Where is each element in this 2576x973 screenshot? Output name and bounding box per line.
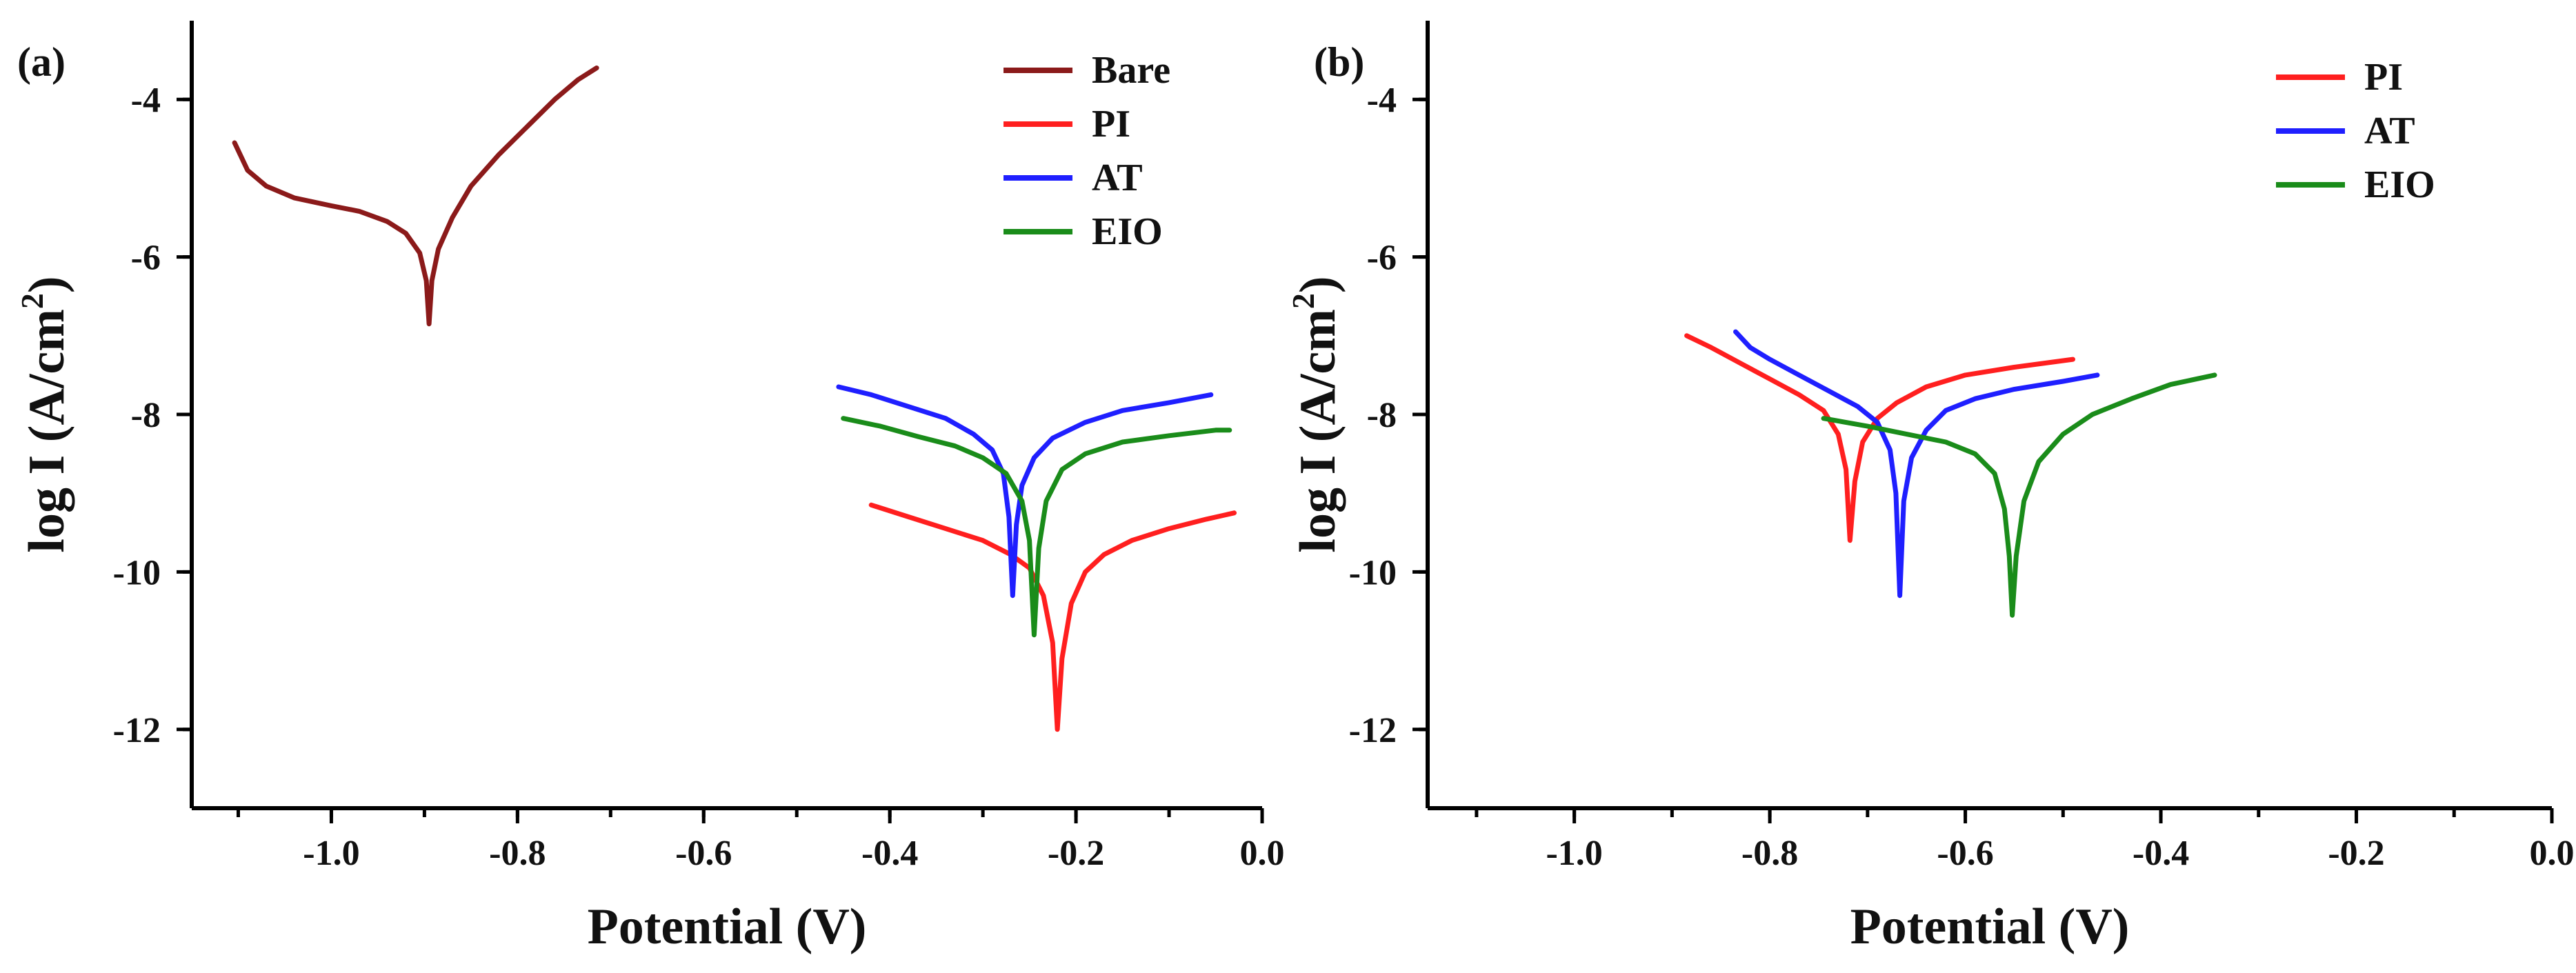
y-tick-label: -8 [1367,396,1397,435]
x-tick-label: -0.4 [861,834,918,873]
y-tick-label: -12 [1349,711,1397,750]
x-tick-label: -1.0 [303,834,359,873]
legend-label: EIO [1092,210,1163,253]
y-axis-title: log I (A/cm2) [1286,276,1346,552]
legend-label: EIO [2364,163,2435,206]
series-line-bare [232,66,599,327]
y-axis-title: log I (A/cm2) [14,276,75,552]
legend-label: PI [1092,103,1130,146]
series-line-pi [1684,333,2075,543]
x-tick-label: 0.0 [2530,834,2575,873]
series-line-eio [841,416,1232,638]
y-tick-label: -12 [113,711,161,750]
panel-label: (b) [1314,39,1364,85]
legend-label: AT [2364,110,2415,152]
x-tick-label: -1.0 [1546,834,1602,873]
y-tick-label: -8 [131,396,161,435]
y-tick-label: -10 [1349,553,1397,592]
x-tick-label: 0.0 [1240,834,1285,873]
legend-label: Bare [1092,49,1170,92]
x-axis-title: Potential (V) [1850,899,2130,955]
y-tick-label: -6 [1367,239,1397,278]
x-tick-label: -0.6 [675,834,732,873]
y-tick-label: -10 [113,553,161,592]
series-line-eio [1821,372,2217,618]
panel-a: (a) -1.0 -0.8 -0.6 -0.4 -0.2 0.0 -4 -6 -8 -10 -12 Po… [14,21,1285,955]
panel-label: (a) [17,39,66,85]
panel-b: (b) -1.0 -0.8 -0.6 -0.4 -0.2 0.0 -4 -6 -8 -10 -12 Po… [1286,21,2575,955]
x-axis-title: Potential (V) [588,899,867,955]
x-tick-label: -0.8 [1741,834,1798,873]
y-tick-label: -4 [131,81,161,120]
series-line-at [836,384,1214,599]
x-tick-label: -0.6 [1937,834,1993,873]
x-tick-label: -0.2 [2328,834,2384,873]
x-tick-label: -0.8 [489,834,546,873]
series-line-at [1733,329,2100,599]
y-tick-label: -4 [1367,81,1397,120]
legend-label: PI [2364,56,2403,99]
x-tick-label: -0.2 [1048,834,1104,873]
series-line-pi [868,502,1237,732]
y-tick-label: -6 [131,239,161,278]
legend-label: AT [1092,157,1143,199]
x-tick-label: -0.4 [2133,834,2189,873]
